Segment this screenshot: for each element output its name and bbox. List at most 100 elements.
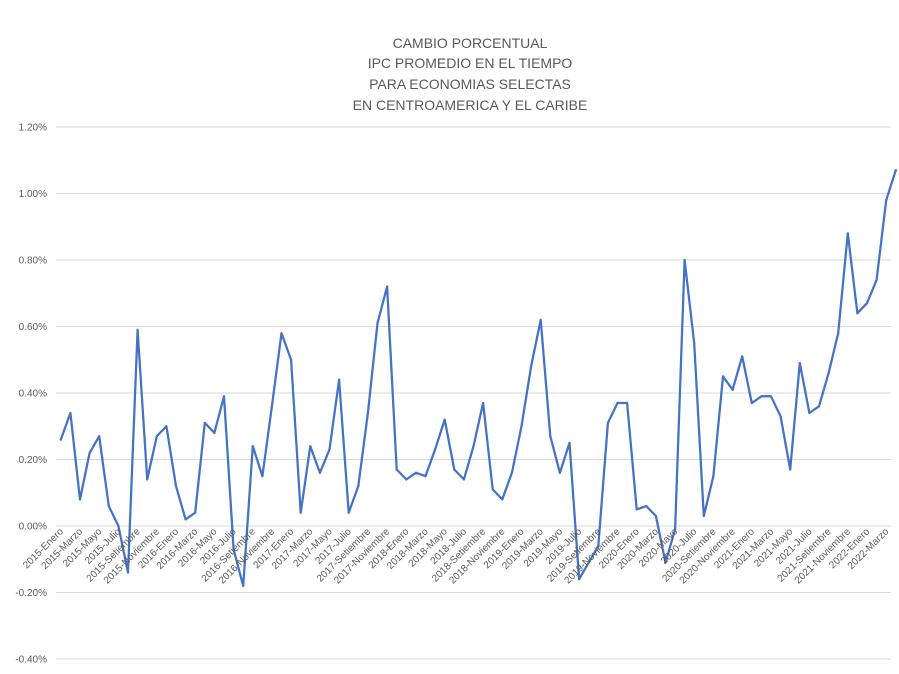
data-point <box>674 528 677 531</box>
data-point <box>731 388 734 391</box>
data-point <box>693 342 696 345</box>
data-point <box>414 471 417 474</box>
data-point <box>856 312 859 315</box>
data-point <box>136 328 139 331</box>
data-point <box>165 425 168 428</box>
data-point <box>261 475 264 478</box>
data-point <box>338 378 341 381</box>
data-point <box>702 514 705 518</box>
data-point <box>635 508 638 511</box>
data-point <box>587 561 590 564</box>
data-point <box>482 401 485 405</box>
data-point <box>846 232 849 235</box>
data-point <box>232 548 235 551</box>
data-point <box>597 544 600 548</box>
data-point <box>194 511 197 514</box>
data-point <box>357 485 360 488</box>
data-point <box>798 362 801 365</box>
title-line-1: CAMBIO PORCENTUAL <box>393 35 548 51</box>
data-point <box>817 405 821 408</box>
data-point <box>865 302 869 305</box>
data-point <box>117 524 120 528</box>
data-point <box>213 431 216 434</box>
data-point <box>539 318 542 321</box>
data-point <box>827 372 830 375</box>
title-line-3: PARA ECONOMIAS SELECTAS <box>369 76 571 92</box>
data-point <box>251 445 254 448</box>
data-point <box>721 375 725 378</box>
data-point <box>769 395 773 398</box>
data-point <box>386 285 389 288</box>
data-point <box>885 199 888 202</box>
data-point <box>347 511 350 514</box>
data-point <box>568 441 571 444</box>
series-line <box>59 169 897 588</box>
data-point <box>69 411 72 415</box>
data-point <box>299 511 302 514</box>
data-point <box>174 485 178 488</box>
data-point <box>520 425 523 428</box>
data-point <box>558 471 562 474</box>
y-tick-label: 1.00% <box>19 189 47 200</box>
data-point <box>530 365 533 368</box>
title-line-4: EN CENTROAMERICA Y EL CARIBE <box>353 97 588 113</box>
data-point <box>59 438 62 441</box>
data-point <box>453 468 456 471</box>
y-tick-label: -0.40% <box>15 655 47 666</box>
data-point <box>808 411 811 415</box>
data-point <box>606 421 610 424</box>
data-point <box>875 278 878 281</box>
data-point <box>78 498 82 501</box>
data-point <box>107 505 110 508</box>
y-tick-label: 0.20% <box>19 455 47 466</box>
data-point <box>98 435 101 438</box>
data-point <box>789 468 792 471</box>
data-point <box>616 401 619 405</box>
y-tick-label: 0.80% <box>19 256 47 267</box>
data-point <box>626 401 629 405</box>
data-point <box>222 395 226 398</box>
series-group <box>59 169 897 588</box>
data-point <box>549 435 552 438</box>
y-tick-label: -0.20% <box>15 588 47 599</box>
data-point <box>750 401 753 405</box>
data-point <box>146 478 149 481</box>
y-tick-label: 1.20% <box>19 123 47 134</box>
data-point <box>155 435 158 438</box>
y-axis-tick-labels: 1.20% 1.00% 0.80% 0.60% 0.40% 0.20% 0.00% -0.20… <box>15 123 47 666</box>
data-point <box>712 475 715 478</box>
data-point <box>779 415 782 418</box>
x-axis-tick-labels: 2015-Enero2015-Marzo2015-Mayo2015-Julio2… <box>21 526 891 586</box>
y-tick-label: 0.40% <box>19 389 47 400</box>
data-point <box>664 561 667 564</box>
data-point <box>462 478 465 481</box>
data-point <box>645 505 648 508</box>
data-point <box>501 498 504 501</box>
data-point <box>894 169 897 172</box>
data-point <box>472 445 475 448</box>
data-point <box>491 488 494 491</box>
y-tick-label: 0.00% <box>19 522 47 533</box>
data-point <box>366 411 369 415</box>
data-point <box>395 468 398 471</box>
data-point <box>510 471 513 474</box>
y-tick-label: 0.60% <box>19 322 47 333</box>
data-point <box>184 518 187 521</box>
data-point <box>270 405 273 408</box>
data-point <box>290 358 293 361</box>
data-point <box>760 395 763 398</box>
data-point <box>88 451 91 454</box>
data-point <box>405 478 408 481</box>
data-point <box>654 514 658 518</box>
gridlines <box>56 126 891 660</box>
data-point <box>683 258 686 262</box>
data-point <box>280 332 283 335</box>
chart-title: CAMBIO PORCENTUAL IPC PROMEDIO EN EL TIE… <box>353 35 588 113</box>
data-point <box>126 571 130 574</box>
data-point <box>424 475 427 478</box>
title-line-2: IPC PROMEDIO EN EL TIEMPO <box>368 55 573 71</box>
data-point <box>578 578 581 581</box>
data-point <box>837 332 840 335</box>
